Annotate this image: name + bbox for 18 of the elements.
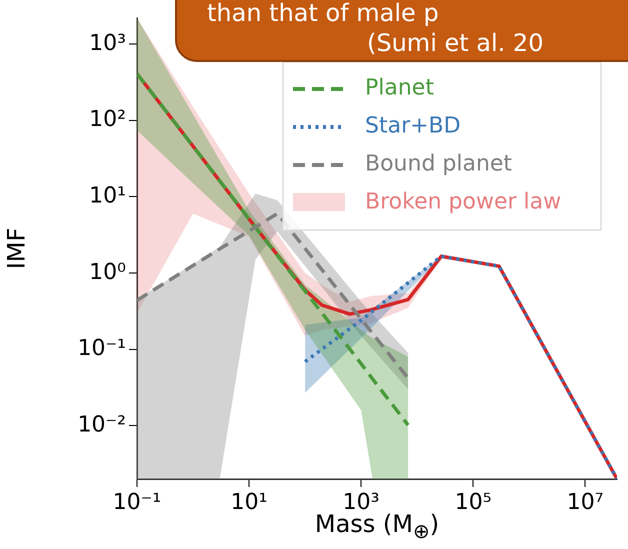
y-tick-label: 10³ bbox=[89, 30, 126, 56]
annotation: than that of male p bbox=[206, 0, 440, 28]
callout-box: than that of male p (Sumi et al. 20 bbox=[175, 0, 628, 62]
x-tick-label: 10⁷ bbox=[566, 490, 604, 515]
legend-label: Broken power law bbox=[365, 190, 562, 215]
y-tick-label: 10⁻¹ bbox=[78, 336, 126, 362]
x-tick-label: 10⁵ bbox=[454, 490, 492, 515]
legend-label: Planet bbox=[365, 76, 434, 101]
x-tick-label: 10⁻¹ bbox=[112, 490, 162, 515]
x-tick-label: 10¹ bbox=[230, 490, 268, 515]
y-tick-label: 10² bbox=[89, 107, 126, 132]
y-tick-label: 10⁻² bbox=[78, 412, 126, 438]
legend-label: Star+BD bbox=[365, 114, 461, 139]
legend-label: Bound planet bbox=[365, 152, 512, 177]
y-tick-label: 10¹ bbox=[89, 183, 126, 208]
annotation: (Sumi et al. 20 bbox=[366, 28, 544, 58]
y-axis-title: IMF bbox=[2, 228, 31, 270]
y-tick-label: 10⁰ bbox=[89, 260, 126, 285]
